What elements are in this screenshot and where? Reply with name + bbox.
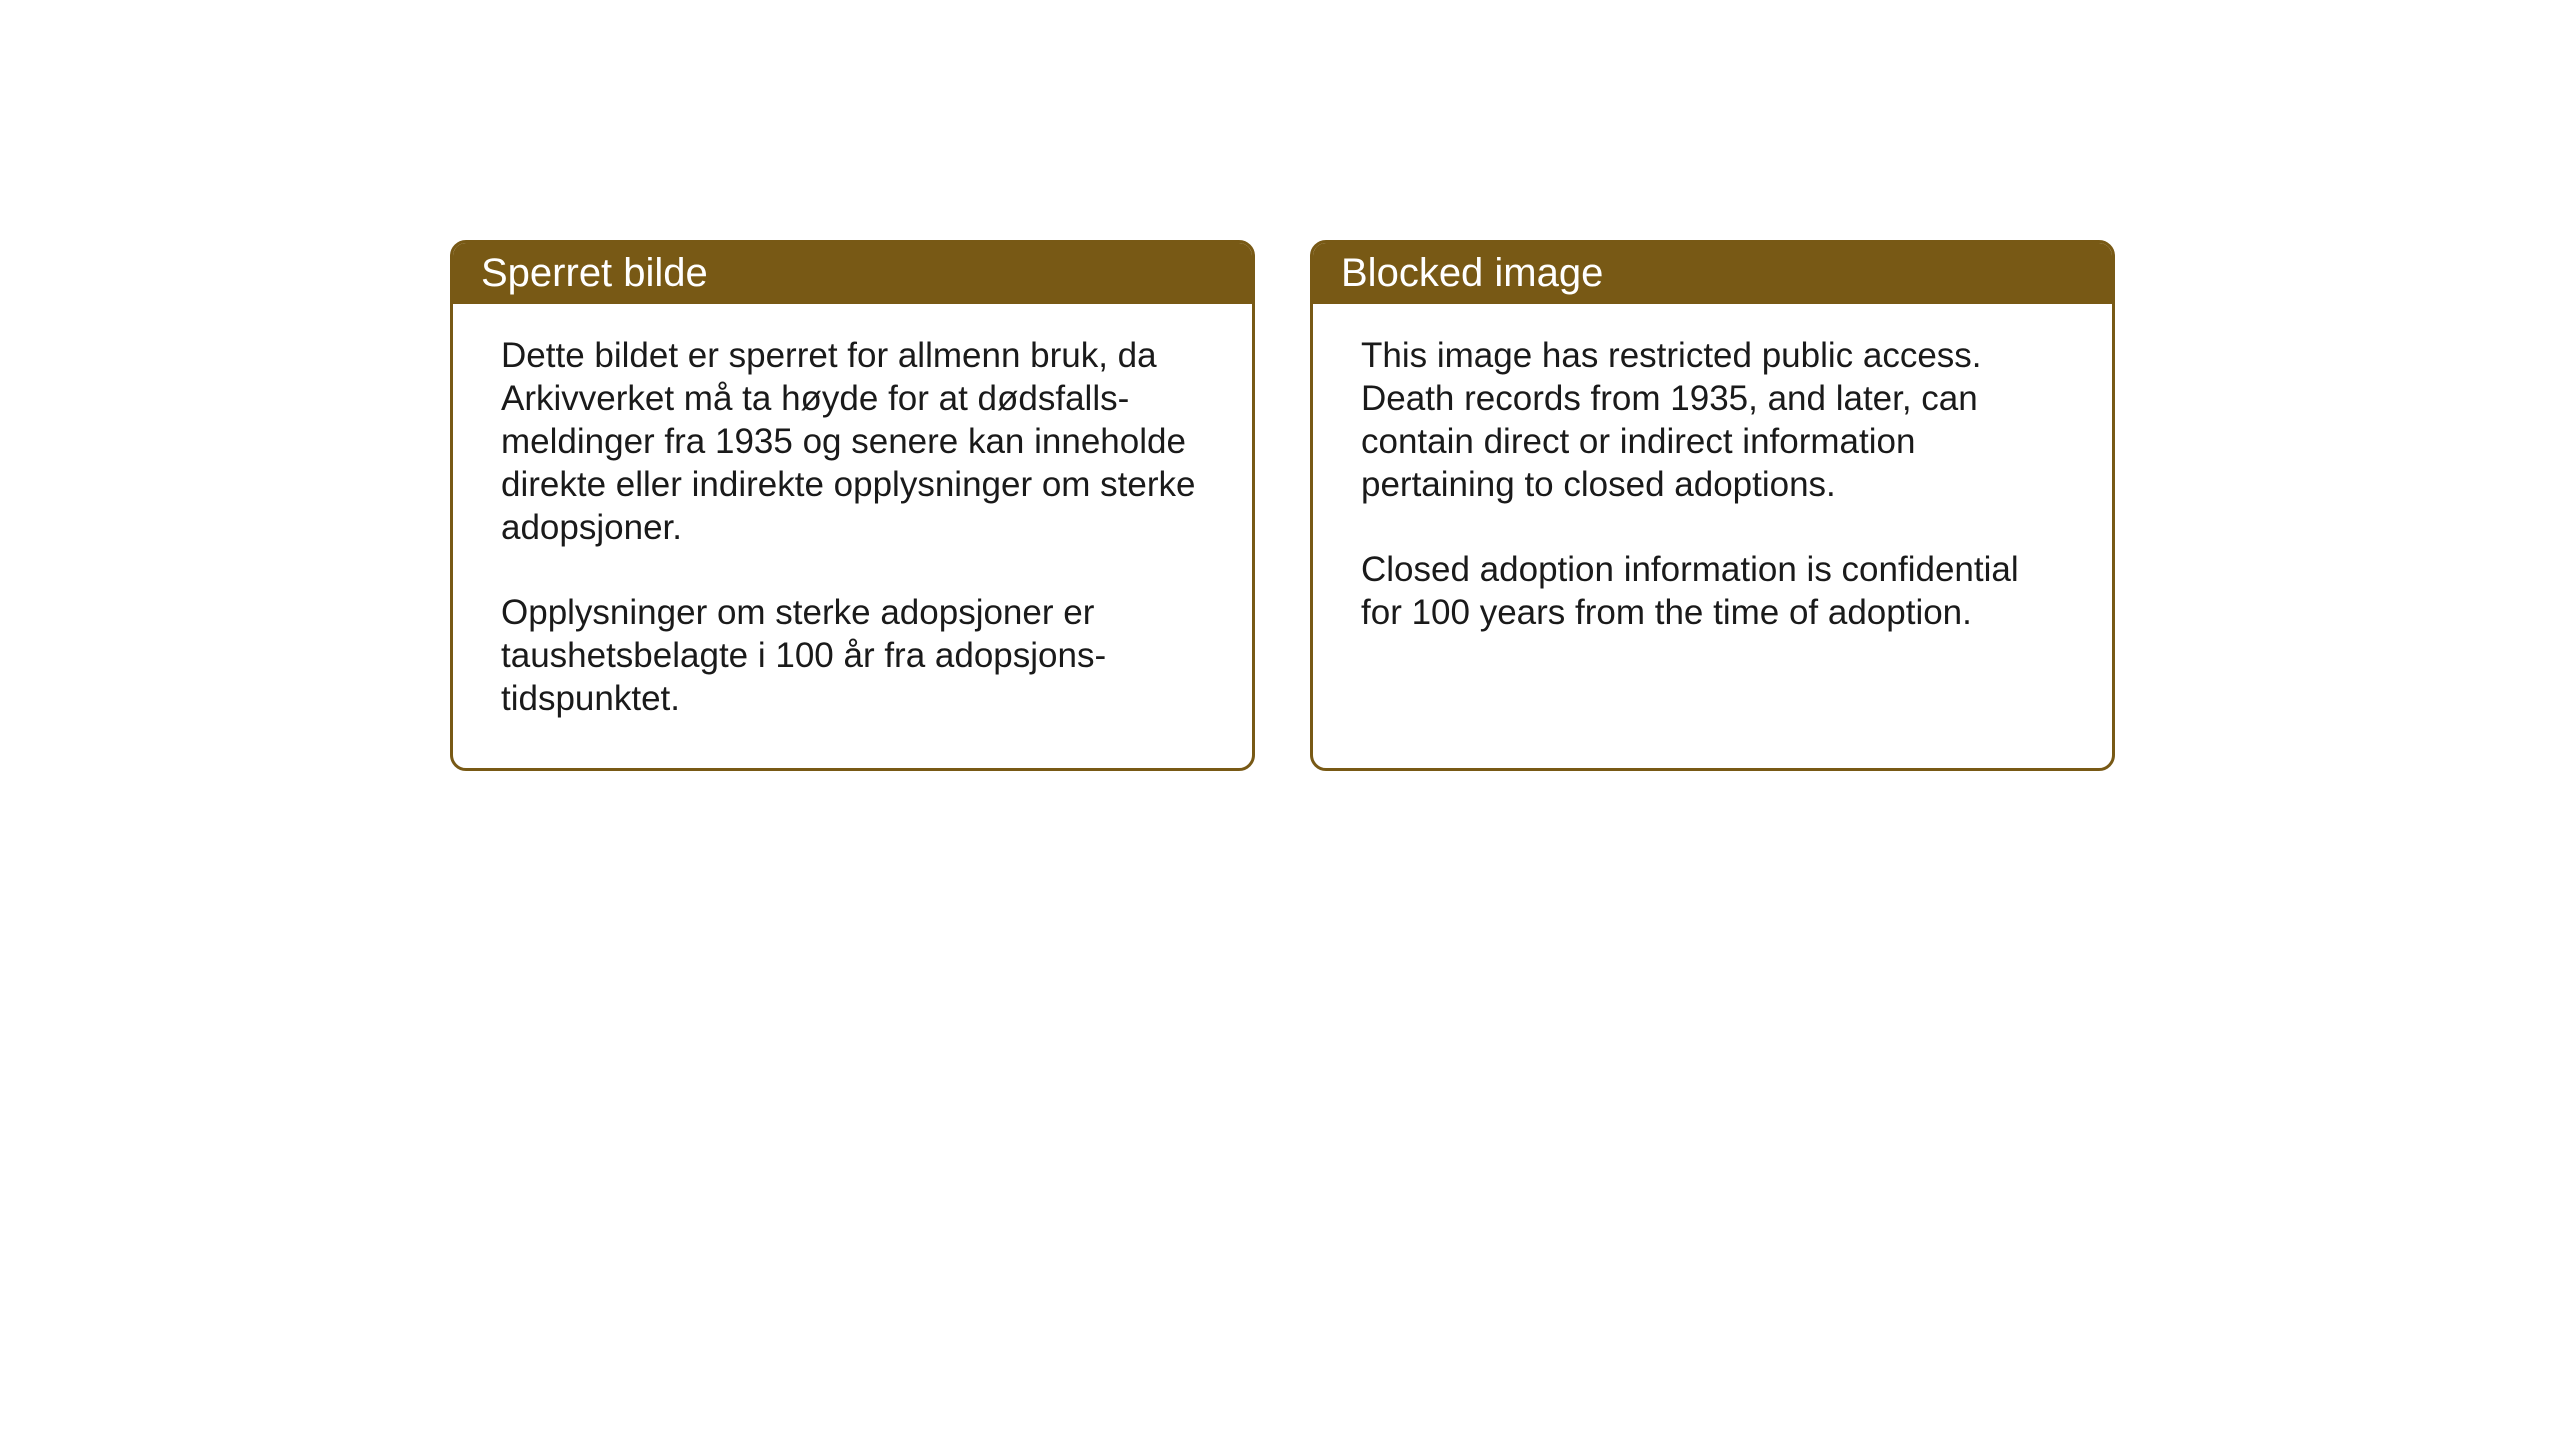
notice-paragraph-2-norwegian: Opplysninger om sterke adopsjoner er tau… <box>501 591 1204 720</box>
notice-title-norwegian: Sperret bilde <box>481 251 708 295</box>
notice-container: Sperret bilde Dette bildet er sperret fo… <box>450 240 2115 771</box>
notice-paragraph-2-english: Closed adoption information is confident… <box>1361 548 2064 634</box>
notice-card-norwegian: Sperret bilde Dette bildet er sperret fo… <box>450 240 1255 771</box>
notice-header-english: Blocked image <box>1313 243 2112 304</box>
notice-paragraph-1-norwegian: Dette bildet er sperret for allmenn bruk… <box>501 334 1204 549</box>
notice-body-norwegian: Dette bildet er sperret for allmenn bruk… <box>453 304 1252 768</box>
notice-body-english: This image has restricted public access.… <box>1313 304 2112 742</box>
notice-header-norwegian: Sperret bilde <box>453 243 1252 304</box>
notice-paragraph-1-english: This image has restricted public access.… <box>1361 334 2064 506</box>
notice-title-english: Blocked image <box>1341 251 1603 295</box>
notice-card-english: Blocked image This image has restricted … <box>1310 240 2115 771</box>
